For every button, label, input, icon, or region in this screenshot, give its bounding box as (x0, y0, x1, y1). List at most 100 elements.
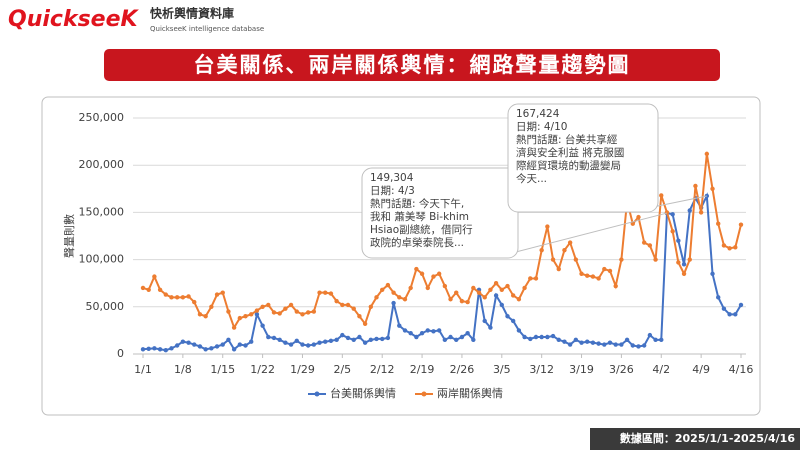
x-tick-label: 1/22 (250, 363, 275, 376)
point (721, 243, 727, 248)
y-tick-label: 150,000 (79, 205, 125, 218)
point (186, 340, 191, 345)
point (209, 304, 214, 309)
point (488, 287, 493, 293)
y-tick-label: 0 (117, 347, 124, 360)
point (619, 342, 624, 347)
point (317, 290, 322, 295)
x-tick-label: 1/8 (174, 363, 192, 376)
callout-text: 濟與安全利益 將克服國 (516, 146, 624, 159)
point (550, 333, 556, 339)
point (579, 271, 584, 276)
point (545, 334, 550, 340)
point (641, 343, 647, 348)
point (402, 297, 408, 302)
x-tick-label: 3/12 (529, 363, 554, 376)
point (340, 302, 345, 308)
point (510, 318, 516, 324)
point (738, 302, 744, 308)
callout-text: 熱門話題: 台美共享經 (516, 133, 618, 146)
point (533, 276, 539, 281)
point (698, 210, 704, 215)
callout-box (507, 103, 659, 213)
point (676, 260, 681, 265)
callout-leader (507, 212, 668, 255)
point (391, 290, 396, 295)
point (402, 328, 408, 333)
point (482, 318, 487, 324)
point (727, 312, 732, 317)
point (431, 329, 436, 334)
point (510, 293, 516, 298)
point (471, 337, 476, 343)
point (271, 335, 277, 341)
y-tick-label: 50,000 (86, 300, 125, 313)
point (197, 344, 203, 349)
point (174, 295, 180, 300)
point (454, 290, 459, 295)
point (704, 151, 710, 157)
callout-text: Hsiao副總統，借同行 (370, 223, 473, 236)
x-tick-label: 2/26 (450, 363, 475, 376)
point (186, 294, 191, 299)
point (180, 295, 186, 300)
point (710, 271, 715, 276)
point (152, 346, 157, 351)
point (499, 287, 504, 293)
point (579, 340, 584, 345)
point (214, 292, 220, 297)
point (311, 309, 317, 314)
point (471, 285, 476, 291)
x-tick-label: 3/5 (493, 363, 511, 376)
point (465, 299, 470, 305)
point (391, 300, 396, 306)
point (146, 287, 151, 293)
point (277, 311, 282, 316)
brand-tagline: QuickseeK intelligence database (150, 25, 264, 33)
point (220, 290, 225, 295)
point (249, 312, 254, 317)
point (397, 295, 402, 300)
point (522, 334, 527, 340)
point (659, 337, 664, 343)
series-line (142, 192, 742, 352)
point (493, 281, 499, 286)
point (340, 332, 345, 338)
y-axis-label: 聲量則數 (62, 214, 76, 258)
point (459, 298, 465, 304)
point (249, 339, 254, 344)
point (288, 342, 294, 347)
point (476, 290, 482, 295)
point (528, 336, 533, 342)
x-tick-label: 1/1 (134, 363, 152, 376)
point (220, 342, 225, 347)
point (266, 334, 271, 340)
point (237, 342, 243, 347)
x-tick-label: 2/19 (410, 363, 435, 376)
point (653, 337, 658, 343)
point (448, 297, 453, 302)
legend-label: 台美關係輿情 (330, 386, 396, 400)
point (681, 262, 687, 267)
x-tick-label: 2/12 (370, 363, 395, 376)
point (636, 344, 641, 349)
y-tick-label: 200,000 (79, 158, 125, 171)
point (362, 321, 368, 326)
point (419, 331, 425, 336)
point (573, 337, 579, 343)
point (596, 341, 601, 346)
point (397, 323, 402, 328)
point (676, 238, 681, 243)
point (328, 338, 334, 343)
point (641, 240, 647, 245)
point (174, 343, 180, 348)
point (317, 340, 322, 345)
x-tick-label: 4/9 (692, 363, 710, 376)
point (203, 314, 208, 319)
point (380, 287, 385, 293)
y-tick-label: 100,000 (79, 253, 125, 266)
callout-text: 際經貿環境的動盪變局 (516, 159, 621, 172)
callout-text: 日期: 4/3 (370, 185, 415, 197)
point (436, 271, 442, 276)
point (573, 257, 579, 262)
